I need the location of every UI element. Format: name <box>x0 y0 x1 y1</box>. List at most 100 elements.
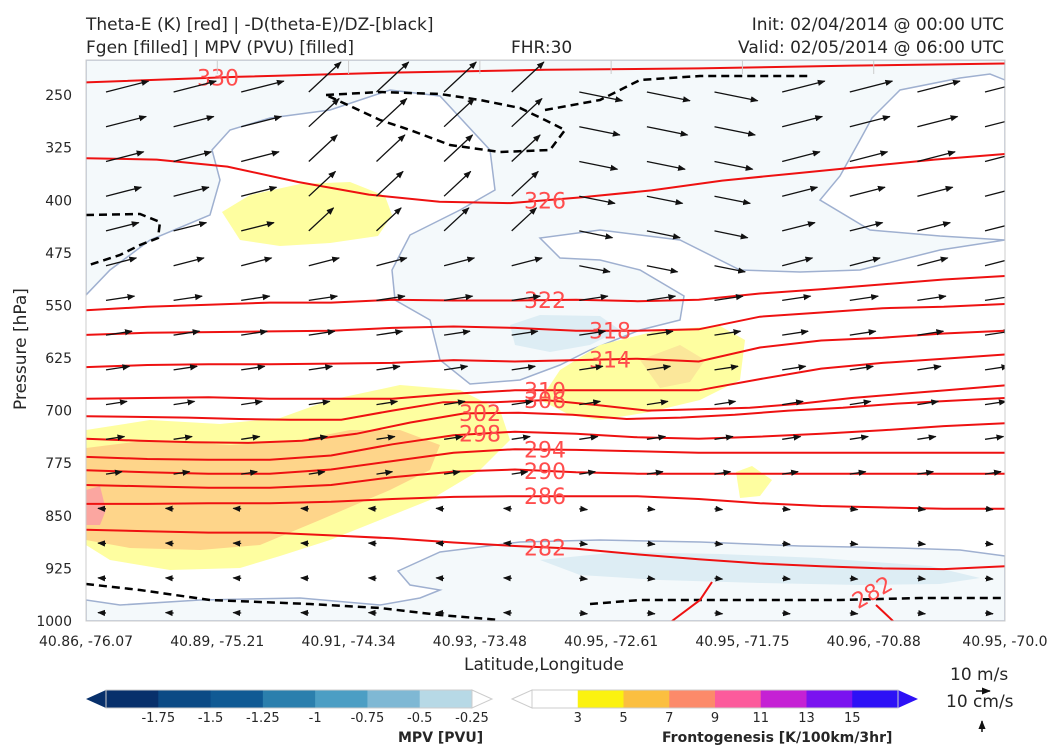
wind-vector <box>443 61 477 93</box>
wind-vector <box>984 329 1005 336</box>
wind-vector <box>511 256 543 267</box>
theta-e-contour <box>86 422 1005 461</box>
wind-vector <box>782 609 791 617</box>
wind-vector <box>917 540 927 547</box>
colorbar-tick-label: -1.5 <box>198 711 223 726</box>
wind-vector <box>782 399 804 406</box>
wind-vector <box>579 434 599 441</box>
fgen-colorbar-label: Frontogenesis [K/100km/3hr] <box>662 730 892 746</box>
x-tick-label: 40.86, -76.07 <box>39 634 133 650</box>
x-tick-label: 40.95, -71.75 <box>695 634 789 650</box>
wind-vector <box>782 294 812 302</box>
wind-vector <box>241 185 278 197</box>
wind-vector <box>511 294 541 302</box>
colorbar-tick-label: -1 <box>309 711 322 726</box>
wind-vector <box>105 185 143 197</box>
theta-e-contour-label: 298 <box>459 423 501 448</box>
wind-vector <box>173 434 193 441</box>
wind-vector <box>579 230 614 240</box>
theta-e-contour <box>86 303 1005 336</box>
wind-vector <box>173 364 198 371</box>
wind-vector <box>308 97 340 128</box>
wind-vector <box>917 399 940 406</box>
y-tick-label: 400 <box>45 193 72 209</box>
wind-vector <box>646 265 679 274</box>
wind-vector <box>646 195 684 206</box>
wind-vector <box>105 329 133 336</box>
wind-vector <box>984 609 994 617</box>
valid-time: Valid: 02/05/2014 @ 06:00 UTC <box>738 38 1004 58</box>
wind-vector <box>376 399 399 406</box>
wind-vector <box>849 294 879 302</box>
wind-vector <box>173 329 201 336</box>
wind-vector <box>984 259 1005 267</box>
wind-vector <box>782 364 807 371</box>
colorbar-extend-right <box>471 689 494 709</box>
wind-vector <box>511 134 541 162</box>
theta-e-contour <box>86 384 1005 421</box>
wind-vector <box>917 364 942 371</box>
x-axis-ticks: 40.86, -76.07 40.89, -75.21 40.91, -74.34 4… <box>39 60 1048 650</box>
wind-vector <box>241 329 268 336</box>
fgen-colorbar: 3 5 7 9 11 13 15 <box>510 689 918 726</box>
colorbar-swatch <box>315 690 368 708</box>
wind-vector <box>714 126 756 137</box>
forecast-hour: FHR:30 <box>511 38 573 58</box>
wind-vector <box>917 294 947 302</box>
wind-vector <box>917 221 951 232</box>
wind-vector <box>511 469 529 476</box>
wind-vector <box>308 399 331 406</box>
wind-vector <box>849 609 859 617</box>
theta-e-contour <box>86 153 1005 205</box>
wind-vector <box>849 221 884 232</box>
wind-vector <box>579 265 611 274</box>
wind-vector <box>241 399 263 406</box>
wind-vector <box>241 434 261 441</box>
wind-vector <box>241 256 273 267</box>
wind-vector <box>917 256 949 267</box>
y-axis-label: Pressure [hPa] <box>11 288 31 410</box>
wind-vector <box>714 294 744 302</box>
wind-vector <box>714 399 737 406</box>
wind-vector <box>376 61 410 93</box>
wind-vector <box>173 469 191 476</box>
wind-vector <box>782 79 826 93</box>
colorbar-extend-left <box>86 690 106 708</box>
wind-vector <box>646 91 691 103</box>
wind-vector <box>646 434 667 441</box>
theta-e-contour-label: 326 <box>524 189 566 214</box>
wind-vector <box>105 115 147 128</box>
plot-frame <box>85 59 1006 622</box>
wind-vector <box>579 609 589 617</box>
wind-vector <box>646 540 656 547</box>
wind-vector <box>917 115 959 128</box>
wind-vector <box>782 115 824 128</box>
colorbar-swatch <box>760 690 807 708</box>
wind-vector <box>105 434 126 441</box>
wind-vector <box>782 150 821 163</box>
wind-vector <box>579 329 607 336</box>
wind-vector <box>849 540 859 547</box>
wind-vector <box>646 230 681 240</box>
x-axis-label: Latitude,Longitude <box>464 655 624 675</box>
vector-key-horizontal-label: 10 m/s <box>950 665 1008 685</box>
wind-vector <box>646 575 656 582</box>
wind-vector <box>308 294 339 302</box>
wind-vector <box>646 126 689 137</box>
wind-vector <box>714 434 734 441</box>
wind-vector <box>984 120 1005 128</box>
wind-vector <box>646 294 677 302</box>
colorbar-frame <box>105 689 473 709</box>
wind-vector <box>173 150 213 163</box>
wind-vector <box>714 160 754 171</box>
wind-vector <box>714 505 724 513</box>
wind-vector <box>443 97 475 128</box>
wind-vector <box>105 294 136 302</box>
wind-vector <box>849 79 894 93</box>
colorbar-swatch <box>210 690 264 708</box>
theta-e-contour-label: 282 <box>524 536 566 561</box>
wind-vector <box>782 185 819 197</box>
wind-vector <box>241 294 271 302</box>
theta-e-contour-label: 330 <box>197 67 239 92</box>
init-time: Init: 02/04/2014 @ 00:00 UTC <box>751 15 1004 35</box>
